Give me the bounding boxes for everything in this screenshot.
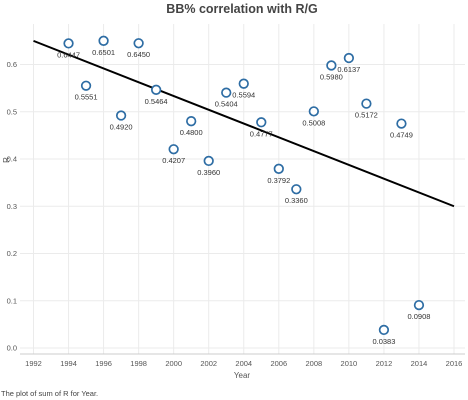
- data-label: 0.0908: [407, 312, 430, 321]
- data-point: [115, 110, 127, 121]
- data-point: [150, 84, 162, 95]
- data-label: 0.5172: [355, 111, 378, 120]
- data-label: 0.3792: [267, 176, 290, 185]
- x-tick-label: 2000: [165, 359, 182, 368]
- data-label: 0.3960: [197, 168, 220, 177]
- data-point: [133, 38, 144, 49]
- data-point: [326, 60, 337, 71]
- data-label: 0.5980: [320, 72, 343, 81]
- trend-line: [33, 39, 455, 208]
- data-label: 0.5404: [215, 100, 238, 109]
- x-tick-label: 1998: [130, 359, 147, 368]
- x-tick-label: 1996: [95, 359, 112, 368]
- data-label: 0.3360: [285, 196, 308, 205]
- data-label: 0.5008: [302, 118, 325, 127]
- data-point: [413, 299, 425, 311]
- data-label: 0.6447: [57, 50, 80, 59]
- data-point: [378, 324, 390, 336]
- y-tick-label: 0.3: [7, 202, 17, 211]
- data-label: 0.4207: [162, 156, 185, 165]
- x-axis-ticks: 1992 1994 1996 1998 2000 2002 2004 2006 2008 2010…: [25, 359, 462, 368]
- x-tick-label: 2002: [200, 359, 217, 368]
- x-tick-label: 2008: [305, 359, 322, 368]
- data-point: [273, 163, 284, 174]
- data-label: 0.4777: [250, 129, 273, 138]
- data-point: [343, 52, 355, 64]
- data-point: [168, 144, 179, 155]
- data-label: 0.5464: [145, 97, 168, 106]
- y-axis-label: R: [2, 157, 11, 163]
- data-label: 0.0383: [372, 337, 395, 346]
- x-tick-label: 2016: [446, 359, 463, 368]
- y-tick-label: 0.6: [7, 60, 17, 69]
- data-label: 0.5551: [75, 93, 98, 102]
- data-point: [203, 155, 214, 167]
- x-tick-label: 2014: [411, 359, 428, 368]
- data-label: 0.4749: [390, 131, 413, 140]
- trend-line-layer: [33, 39, 455, 208]
- x-tick-label: 2010: [341, 359, 358, 368]
- data-point: [308, 106, 319, 117]
- x-tick-label: 1992: [25, 359, 42, 368]
- x-axis-label: Year: [234, 371, 251, 380]
- data-label: 0.5594: [232, 91, 255, 100]
- data-point: [238, 78, 249, 89]
- data-label: 0.4800: [180, 128, 203, 137]
- grid: [20, 24, 465, 354]
- data-points: 0.6447 0.5551 0.6501 0.4920 0.6450 0.5464 0.42…: [57, 35, 430, 346]
- y-tick-label: 0.1: [7, 296, 17, 305]
- x-tick-label: 1994: [60, 359, 77, 368]
- data-point: [396, 118, 407, 129]
- y-axis-ticks: 0.0 0.1 0.2 0.3 0.4 0.5 0.6: [7, 60, 17, 353]
- y-tick-label: 0.2: [7, 249, 17, 258]
- y-tick-label: 0.0: [7, 344, 17, 353]
- data-point: [221, 87, 232, 98]
- y-tick-label: 0.4: [7, 155, 17, 164]
- data-label: 0.4920: [110, 123, 133, 132]
- x-tick-label: 2006: [270, 359, 287, 368]
- data-point: [80, 80, 92, 91]
- data-point: [98, 35, 109, 46]
- chart-caption: The plot of sum of R for Year.: [1, 389, 98, 398]
- data-point: [186, 116, 197, 127]
- data-point: [256, 117, 267, 128]
- y-tick-label: 0.5: [7, 107, 17, 116]
- chart-title: BB% correlation with R/G: [166, 2, 317, 16]
- data-label: 0.6450: [127, 50, 150, 59]
- data-point: [63, 38, 74, 49]
- data-point: [361, 98, 372, 109]
- data-point: [291, 184, 302, 195]
- x-tick-label: 2004: [235, 359, 252, 368]
- data-label: 0.6137: [337, 65, 360, 74]
- x-tick-label: 2012: [376, 359, 393, 368]
- data-label: 0.6501: [92, 48, 115, 57]
